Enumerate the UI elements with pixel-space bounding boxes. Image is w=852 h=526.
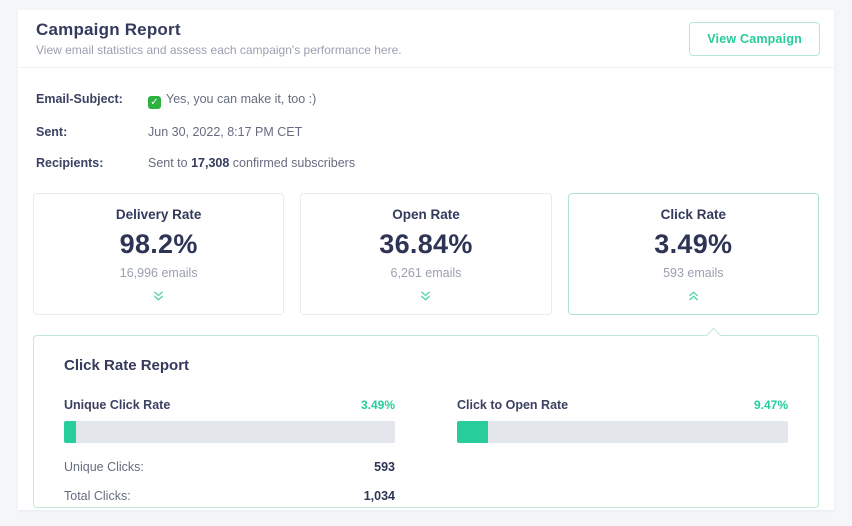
green-check-icon xyxy=(148,96,161,109)
recipients-label: Recipients: xyxy=(36,156,104,170)
meta-row-recipients: Recipients: Sent to 17,308 confirmed sub… xyxy=(36,156,816,171)
sent-value: Jun 30, 2022, 8:17 PM CET xyxy=(148,125,303,139)
unique-clicks-value: 593 xyxy=(374,460,395,474)
open-rate-card[interactable]: Open Rate 36.84% 6,261 emails xyxy=(300,193,552,315)
meta-row-sent: Sent: Jun 30, 2022, 8:17 PM CET xyxy=(36,125,816,140)
chevron-double-down-icon xyxy=(152,289,165,302)
campaign-report-card: Campaign Report View email statistics an… xyxy=(18,10,834,510)
meta-row-subject: Email-Subject: Yes, you can make it, too… xyxy=(36,92,816,109)
page-subtitle: View email statistics and assess each ca… xyxy=(36,43,402,57)
click-to-open-rate-label: Click to Open Rate xyxy=(457,398,569,412)
unique-click-rate-value: 3.49% xyxy=(360,398,395,412)
click-to-open-rate-value: 9.47% xyxy=(753,398,788,412)
stat-card-label: Open Rate xyxy=(392,206,460,222)
view-campaign-button[interactable]: View Campaign xyxy=(689,21,820,56)
stat-card-sub: 6,261 emails xyxy=(390,265,462,280)
unique-clicks-label: Unique Clicks: xyxy=(64,460,144,474)
unique-click-rate-bar xyxy=(64,421,395,443)
chevron-double-up-icon xyxy=(687,289,700,302)
stat-card-sub: 593 emails xyxy=(663,265,724,280)
unique-click-rate-column: Unique Click Rate 3.49% Unique Clicks: 5… xyxy=(64,398,395,518)
chevron-double-down-icon xyxy=(419,289,432,302)
unique-click-rate-bar-fill xyxy=(64,421,76,443)
stat-card-sub: 16,996 emails xyxy=(119,265,198,280)
page-title: Campaign Report xyxy=(36,20,181,39)
report-header: Campaign Report View email statistics an… xyxy=(18,10,834,68)
click-rate-report-panel: Click Rate Report Unique Click Rate 3.49… xyxy=(33,327,819,508)
stat-card-value: 98.2% xyxy=(119,228,198,259)
click-to-open-rate-bar-fill xyxy=(457,421,489,443)
subject-value: Yes, you can make it, too :) xyxy=(148,92,316,109)
report-title: Click Rate Report xyxy=(64,357,190,374)
stat-card-label: Click Rate xyxy=(660,206,726,222)
unique-clicks-row: Unique Clicks: 593 xyxy=(64,460,395,474)
header-text-block: Campaign Report View email statistics an… xyxy=(36,20,402,57)
stat-cards-row: Delivery Rate 98.2% 16,996 emails Open R… xyxy=(18,187,834,315)
click-to-open-rate-column: Click to Open Rate 9.47% xyxy=(457,398,788,518)
total-clicks-row: Total Clicks: 1,034 xyxy=(64,489,395,503)
stat-card-value: 36.84% xyxy=(379,228,473,259)
sent-label: Sent: xyxy=(36,125,68,139)
total-clicks-label: Total Clicks: xyxy=(64,489,131,503)
stat-card-label: Delivery Rate xyxy=(115,206,202,222)
delivery-rate-card[interactable]: Delivery Rate 98.2% 16,996 emails xyxy=(33,193,285,315)
recipients-count: 17,308 xyxy=(191,156,230,170)
click-to-open-rate-bar xyxy=(457,421,788,443)
panel-notch-pointer xyxy=(705,327,722,344)
recipients-value: Sent to 17,308 confirmed subscribers xyxy=(148,156,356,170)
click-rate-card[interactable]: Click Rate 3.49% 593 emails xyxy=(567,193,819,315)
total-clicks-value: 1,034 xyxy=(363,489,395,503)
campaign-meta: Email-Subject: Yes, you can make it, too… xyxy=(18,68,834,171)
subject-label: Email-Subject: xyxy=(36,92,123,106)
stat-card-value: 3.49% xyxy=(654,228,733,259)
unique-click-rate-label: Unique Click Rate xyxy=(64,398,171,412)
